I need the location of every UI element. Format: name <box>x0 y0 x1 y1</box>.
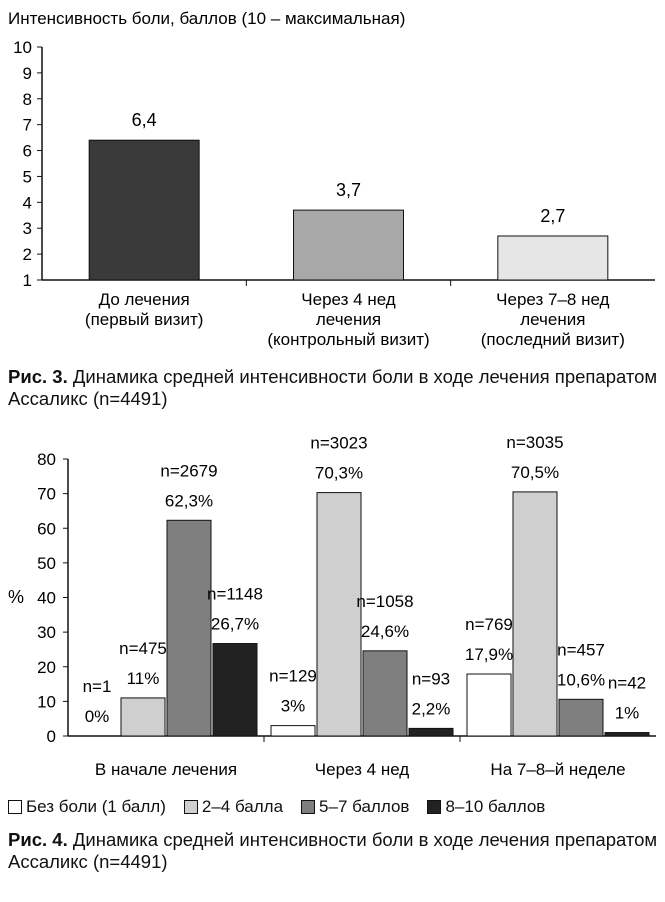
chart-2-bar-count-label: n=3023 <box>310 434 367 453</box>
legend-item: 2–4 балла <box>183 797 284 817</box>
chart-1-y-tick-label: 7 <box>23 116 32 135</box>
chart-1-y-tick-label: 4 <box>23 193 32 212</box>
chart-1-x-tick-label: Через 7–8 нед <box>496 290 609 309</box>
chart-2-y-tick-label: 50 <box>37 554 56 573</box>
chart-1-bar-label: 3,7 <box>336 180 361 200</box>
chart-2-bar <box>512 491 558 737</box>
legend-item: Без боли (1 балл) <box>8 797 166 817</box>
legend-label: 2–4 балла <box>201 797 284 816</box>
chart-1-bar <box>497 235 609 281</box>
chart-2-bar <box>362 650 408 737</box>
chart-1-y-tick-label: 9 <box>23 64 32 83</box>
chart-1-x-tick-label: лечения <box>520 310 585 329</box>
legend-swatch <box>8 800 22 814</box>
chart-2-bar-count-label: n=475 <box>119 639 167 658</box>
chart-2-bar-count-label: n=769 <box>465 615 513 634</box>
chart-2-x-tick-label: В начале лечения <box>95 760 237 779</box>
chart-2-bar <box>120 697 166 737</box>
legend-item: 5–7 баллов <box>301 797 409 817</box>
chart-2-bar-count-label: n=129 <box>269 667 317 686</box>
chart-1-y-tick-label: 3 <box>23 219 32 238</box>
chart-2-bar-count-label: n=3035 <box>506 433 563 452</box>
chart-2-y-tick-label: 60 <box>37 519 56 538</box>
chart-2-bar <box>212 643 258 737</box>
chart-1-bar <box>88 139 200 281</box>
legend-swatch <box>183 800 198 814</box>
chart-1-y-tick-label: 6 <box>23 142 32 161</box>
chart-2-x-tick-label: Через 4 нед <box>315 760 409 779</box>
legend-label: 8–10 баллов <box>445 797 546 816</box>
chart-1-bar-label: 6,4 <box>132 110 157 130</box>
chart-2-bar-percent-label: 1% <box>615 704 640 723</box>
chart-2-bar-percent-label: 26,7% <box>211 615 259 634</box>
chart-2-bar <box>166 519 212 737</box>
chart-2-bar-count-label: n=457 <box>557 640 605 659</box>
chart-2-y-label: % <box>8 587 24 607</box>
chart-2-y-tick-label: 40 <box>37 589 56 608</box>
chart-2-bar-count-label: n=1058 <box>356 592 413 611</box>
chart-1-x-tick-label: До лечения <box>99 290 190 309</box>
chart-2-bar-percent-label: 0% <box>85 707 110 726</box>
chart-2-bar-percent-label: 17,9% <box>465 645 513 664</box>
chart-2-bar <box>604 732 650 737</box>
chart-1-y-tick-label: 10 <box>13 38 32 57</box>
chart-2-y-tick-label: 30 <box>37 623 56 642</box>
chart-2-bar-percent-label: 11% <box>127 669 160 688</box>
chart-2-bar-count-label: n=1148 <box>207 585 263 604</box>
chart-1-bar-label: 2,7 <box>540 206 565 226</box>
chart-2-bar-count-label: n=93 <box>412 669 450 688</box>
chart-2-bar <box>466 673 512 737</box>
figure-3-label: Рис. 3. <box>8 366 68 387</box>
chart-1-y-tick-label: 8 <box>23 90 32 109</box>
chart-1-bar <box>293 209 404 281</box>
chart-2-bar <box>270 725 316 737</box>
figure-4-text: Динамика средней интенсивности боли в хо… <box>8 829 658 872</box>
legend-swatch <box>427 800 442 814</box>
chart-2-bar <box>558 698 604 737</box>
chart-2-bar <box>316 492 362 737</box>
chart-1-x-tick-label: лечения <box>316 310 381 329</box>
chart-2-bar-percent-label: 70,5% <box>511 463 559 482</box>
chart-2-bar-percent-label: 2,2% <box>412 699 451 718</box>
legend-label: 5–7 баллов <box>319 797 410 816</box>
chart-2-bar-percent-label: 62,3% <box>165 491 213 510</box>
chart-1-y-tick-label: 1 <box>23 271 32 290</box>
chart-1-x-tick-label: (первый визит) <box>85 310 204 329</box>
chart-1-x-tick-label: (контрольный визит) <box>267 330 429 349</box>
chart-2-bar-percent-label: 24,6% <box>361 622 409 641</box>
chart-1-x-tick-label: (последний визит) <box>481 330 625 349</box>
chart-1-y-tick-label: 5 <box>23 167 32 186</box>
chart-2-y-tick-label: 20 <box>37 658 56 677</box>
chart-2-bar-count-label: n=2679 <box>160 461 217 480</box>
chart-2-bar-percent-label: 3% <box>281 697 306 716</box>
chart-1-title: Интенсивность боли, баллов (10 – максима… <box>8 9 405 28</box>
chart-2-bar <box>408 727 454 737</box>
figure-4-caption: Рис. 4. Динамика средней интенсивности б… <box>8 829 658 873</box>
chart-legend: Без боли (1 балл) 2–4 балла 5–7 баллов 8–10… <box>8 797 658 817</box>
chart-2-bar-percent-label: 10,6% <box>557 670 605 689</box>
figure-3-text: Динамика средней интенсивности боли в хо… <box>8 366 658 409</box>
legend-item: 8–10 баллов <box>427 797 545 817</box>
chart-2-bar-count-label: n=42 <box>608 674 646 693</box>
legend-label: Без боли (1 балл) <box>26 797 166 816</box>
chart-2-y-tick-label: 80 <box>37 450 56 469</box>
chart-2-x-tick-label: На 7–8–й неделе <box>490 760 625 779</box>
figure-4-label: Рис. 4. <box>8 829 68 850</box>
legend-swatch <box>301 800 316 814</box>
chart-1-x-tick-label: Через 4 нед <box>301 290 395 309</box>
pain-distribution-chart: % 0 10 20 30 40 50 60 70 80 В начале лечения Через … <box>8 433 656 779</box>
figure-3-caption: Рис. 3. Динамика средней интенсивности б… <box>8 366 658 410</box>
chart-2-y-tick-label: 70 <box>37 485 56 504</box>
chart-2-y-tick-label: 0 <box>47 727 56 746</box>
chart-2-bar-percent-label: 70,3% <box>315 464 363 483</box>
chart-1-y-tick-label: 2 <box>23 245 32 264</box>
pain-intensity-chart: Интенсивность боли, баллов (10 – максима… <box>8 9 655 349</box>
chart-2-bar-count-label: n=1 <box>83 677 112 696</box>
chart-2-y-tick-label: 10 <box>37 692 56 711</box>
